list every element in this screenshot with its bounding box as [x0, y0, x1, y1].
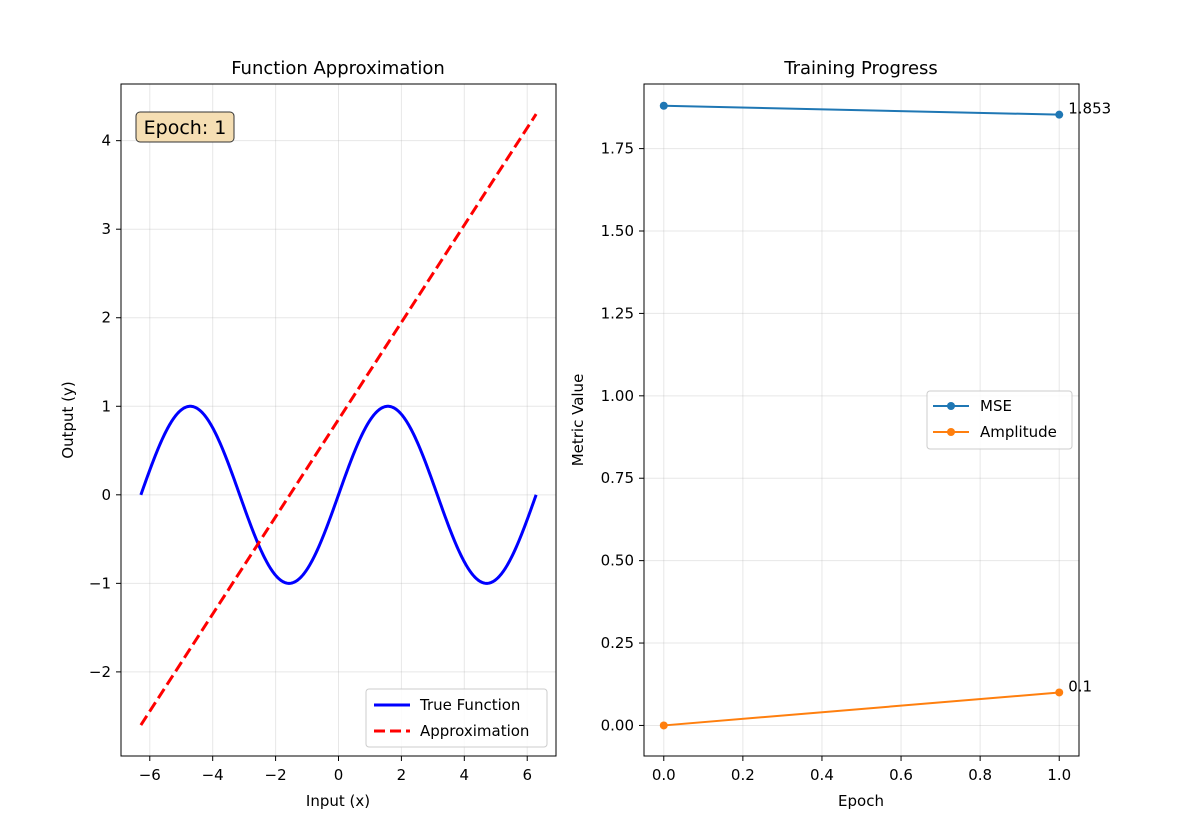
training-progress-axes: Training Progress 0.0 0.2 0.4 0.6 0.8 1.0 0.0…: [569, 58, 1111, 810]
x-tick-label: 0.2: [731, 766, 755, 784]
series-line-true-function: [139, 404, 538, 585]
x-tick-label: 0.4: [810, 766, 834, 784]
legend-label-mse: MSE: [980, 397, 1012, 415]
y-tick-label: −1: [89, 574, 111, 592]
left-series-lines: [139, 113, 538, 726]
data-point-mse: [1055, 110, 1064, 119]
data-point-amplitude: [1055, 688, 1064, 697]
x-tick-label: 0.8: [968, 766, 992, 784]
left-legend: True Function Approximation: [365, 688, 548, 748]
legend-label-approximation: Approximation: [420, 722, 529, 740]
right-axes-frame: [643, 83, 1080, 757]
y-tick-label: 1.75: [601, 140, 634, 158]
y-tick-label: 4: [101, 132, 111, 150]
y-tick-label: 2: [101, 309, 111, 327]
y-tick-label: 1.50: [601, 222, 634, 240]
right-y-axis-label: Metric Value: [569, 374, 587, 467]
left-y-axis-label: Output (y): [59, 381, 77, 458]
y-tick-label: 1.00: [601, 387, 634, 405]
x-tick-label: −6: [139, 766, 161, 784]
data-point-amplitude: [659, 721, 668, 730]
end-value-label-mse: 1.853: [1068, 100, 1111, 118]
right-y-ticks: 0.00 0.25 0.50 0.75 1.00 1.25 1.50 1.75: [601, 140, 644, 734]
right-series-lines: [659, 101, 1064, 730]
x-tick-label: 0.0: [652, 766, 676, 784]
right-chart-title: Training Progress: [783, 58, 938, 79]
y-tick-label: 1.25: [601, 304, 634, 322]
right-x-axis-label: Epoch: [838, 792, 884, 810]
left-axes-frame: [120, 83, 557, 757]
x-tick-label: 2: [397, 766, 407, 784]
series-line-amplitude: [663, 691, 1060, 727]
epoch-annotation-text: Epoch: 1: [144, 117, 227, 139]
right-grid: [644, 84, 1079, 756]
x-tick-label: 0.6: [889, 766, 913, 784]
end-value-label-amplitude: 0.1: [1068, 677, 1092, 695]
y-tick-label: 0.25: [601, 634, 634, 652]
x-tick-label: 1.0: [1047, 766, 1071, 784]
right-x-ticks: 0.0 0.2 0.4 0.6 0.8 1.0: [652, 756, 1071, 784]
left-x-ticks: −6 −4 −2 0 2 4 6: [139, 756, 532, 784]
function-approximation-axes: Function Approximation −6 −4 −2 0 2 4 6 −2 −1 0 1…: [59, 58, 557, 810]
left-chart-title: Function Approximation: [231, 58, 445, 79]
x-tick-label: 4: [460, 766, 470, 784]
legend-marker-amplitude: [947, 428, 955, 436]
series-line-mse: [663, 104, 1060, 116]
y-tick-label: 1: [101, 397, 111, 415]
y-tick-label: 0.00: [601, 716, 634, 734]
x-tick-label: −2: [265, 766, 287, 784]
x-tick-label: −4: [202, 766, 224, 784]
data-point-mse: [659, 101, 668, 110]
x-tick-label: 0: [334, 766, 344, 784]
legend-marker-mse: [947, 402, 955, 410]
right-legend: MSE Amplitude: [926, 390, 1073, 450]
legend-label-amplitude: Amplitude: [980, 423, 1057, 441]
y-tick-label: 0: [101, 486, 111, 504]
y-tick-label: 0.50: [601, 552, 634, 570]
y-tick-label: 3: [101, 220, 111, 238]
epoch-annotation-box: [135, 111, 235, 143]
legend-label-true-function: True Function: [419, 696, 520, 714]
x-tick-label: 6: [522, 766, 532, 784]
series-line-approximation: [139, 113, 538, 726]
epoch-annotation: Epoch: 1: [135, 111, 235, 143]
left-y-ticks: −2 −1 0 1 2 3 4: [89, 132, 121, 681]
y-tick-label: −2: [89, 663, 111, 681]
left-x-axis-label: Input (x): [306, 792, 370, 810]
left-legend-box: [365, 688, 548, 748]
y-tick-label: 0.75: [601, 469, 634, 487]
